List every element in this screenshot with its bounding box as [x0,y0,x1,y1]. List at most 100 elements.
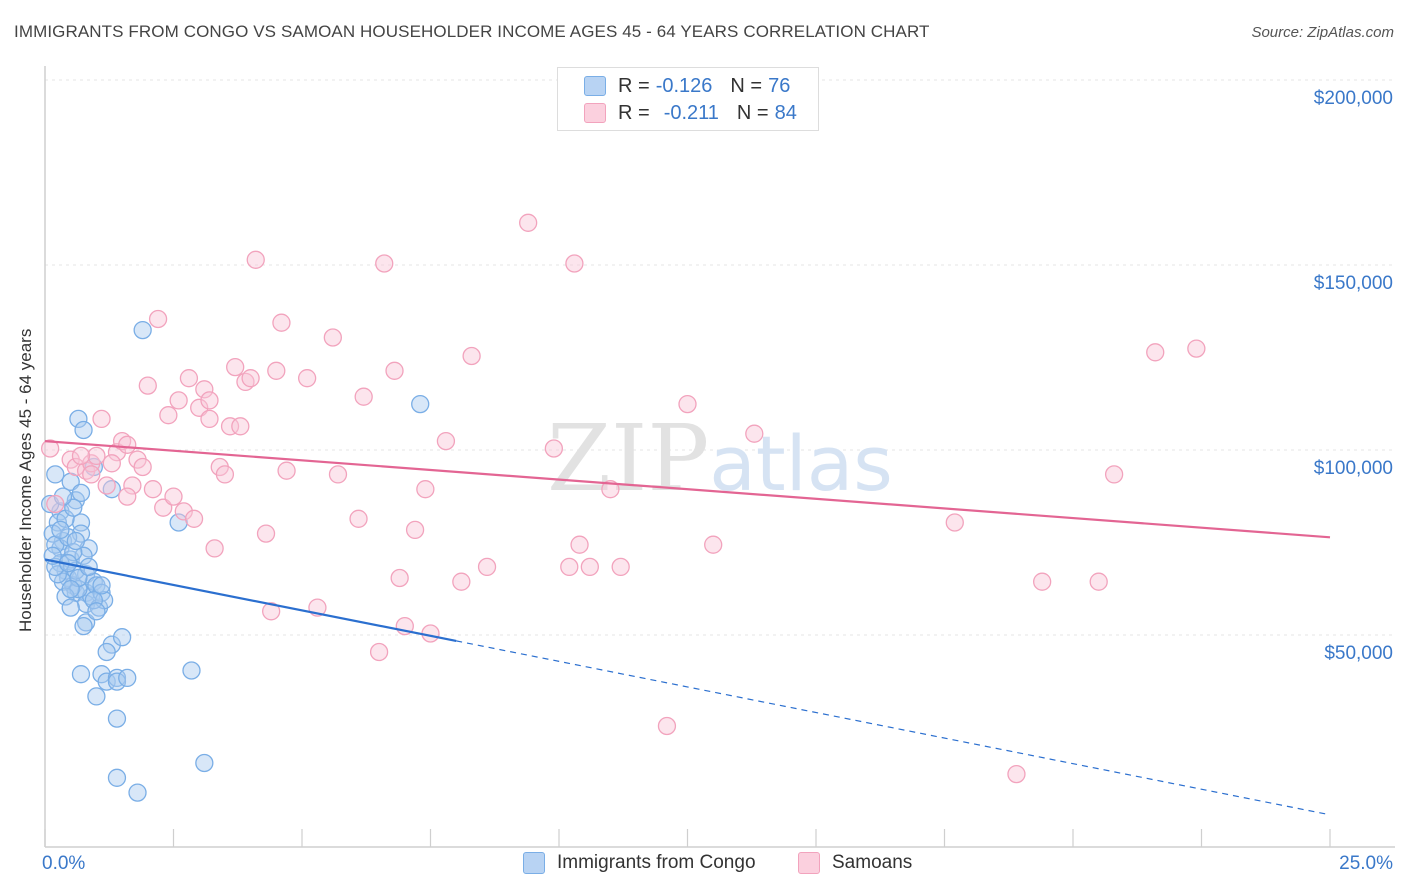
congo-point [107,709,127,728]
legend-n-value: 76 [768,74,791,97]
samoan-point [1146,343,1165,362]
chart-title: IMMIGRANTS FROM CONGO VS SAMOAN HOUSEHOL… [14,22,930,41]
samoan-point [241,369,260,388]
samoan-point [102,454,121,473]
samoan-point [354,387,373,406]
congo-point [87,602,106,621]
samoan-point [323,328,342,347]
samoan-point [560,557,579,577]
samoan-point [231,417,250,436]
y-tick-label: $50,000 [1324,643,1393,664]
bottom-legend-congo: Immigrants from Congo [523,852,756,874]
congo-point [51,520,70,540]
samoan-point [390,568,409,588]
samoan-point [46,494,65,514]
samoan-point [71,446,91,466]
samoan-point [246,250,265,269]
samoan-point [349,509,368,528]
samoan-point [107,443,127,462]
watermark: ZIPatlas [547,405,893,512]
samoan-point [159,406,178,425]
y-tick-label: $200,000 [1314,88,1393,109]
samoan-point [277,461,296,480]
samoan-point [169,391,188,410]
samoan-trend-line [44,440,1331,539]
legend-row-congo: R = -0.126 N = 76 [584,73,790,99]
congo-point [182,661,201,680]
congo-point [71,665,91,684]
samoan-point [544,439,564,458]
legend-n-label: N = [736,101,769,124]
bottom-legend-swatch-samoa [798,852,820,874]
bottom-legend-label-samoa: Samoans [832,852,913,873]
congo-point [53,487,73,506]
samoan-point [678,394,697,414]
samoan-point [92,409,111,429]
congo-point [64,542,83,562]
congo-point [411,394,430,414]
samoan-point [138,376,157,395]
congo-point [92,583,111,602]
series-congo [40,320,430,802]
congo-point [87,687,106,706]
samoan-point [200,391,219,410]
samoan-point [195,380,214,399]
legend-n-value: 84 [774,101,797,124]
y-tick-label: $150,000 [1314,273,1393,294]
samoan-point [66,457,85,477]
samoan-point [477,557,497,577]
samoan-point [611,557,630,577]
samoan-point [297,369,317,388]
source-label: Source: ZipAtlas.com [1251,24,1394,41]
legend-n-label: N = [730,74,763,97]
congo-point [61,579,80,599]
samoan-point [118,487,137,506]
congo-point [61,598,80,617]
samoan-point [405,520,425,540]
congo-trend-line [44,558,457,642]
samoan-point [40,439,60,458]
samoan-point [385,361,404,380]
samoan-point [220,417,240,436]
samoan-point [565,254,584,273]
congo-point [195,753,214,773]
congo-point [74,420,93,440]
samoan-point [745,424,764,443]
congo-point [74,616,93,636]
samoan-point [601,480,620,499]
samoan-point [462,346,481,366]
samoan-point [369,642,389,662]
samoan-point [148,309,168,329]
legend-swatch-samoa [584,103,606,123]
legend-swatch-congo [584,76,606,96]
samoan-point [519,213,538,232]
samoan-point [375,254,394,273]
samoan-point [179,369,199,388]
samoan-point [1104,465,1124,484]
samoan-point [133,457,152,477]
congo-point [169,513,188,532]
samoan-point [184,509,204,528]
congo-point [74,546,93,565]
congo-point [84,591,103,610]
congo-point [46,465,65,484]
samoan-point [143,480,163,499]
samoan-point [272,313,291,332]
legend-row-samoa: R = -0.211 N = 84 [584,100,797,126]
samoan-point [226,357,245,377]
congo-point [92,576,111,595]
congo-point [66,531,85,551]
congo-point [97,672,116,691]
samoan-point [416,480,435,499]
samoan-point [164,487,183,506]
samoan-point [1187,339,1206,358]
legend-r-value: -0.126 [655,74,713,97]
congo-point [69,409,88,429]
watermark-zip: ZIP [547,405,709,512]
samoan-point [657,716,677,736]
samoan-point [123,476,142,495]
congo-point [97,642,116,662]
watermark-atlas: atlas [709,419,893,508]
samoan-point [1033,572,1052,591]
legend-r-label: R = [618,101,650,124]
